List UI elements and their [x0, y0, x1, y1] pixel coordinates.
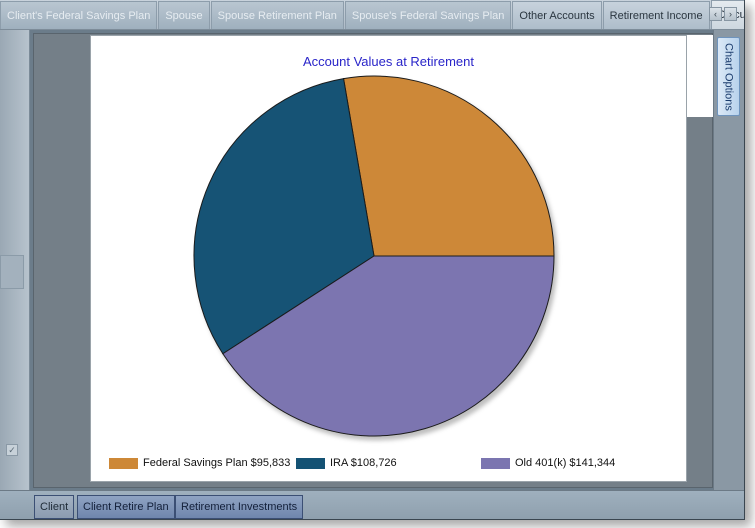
chart-options-tab[interactable]: Chart Options: [717, 37, 740, 116]
bottom-tab-client[interactable]: Client: [34, 495, 75, 519]
legend-swatch: [296, 457, 325, 469]
chart-legend: Federal Savings Plan $95,833 IRA $108,72…: [91, 454, 686, 472]
chevron-left-icon[interactable]: ‹: [709, 7, 722, 21]
legend-item-ira: IRA $108,726: [296, 454, 397, 472]
tab-retirement-income[interactable]: Retirement Income: [602, 1, 710, 29]
chart-panel: Account Values at Retirement Federal Sav…: [90, 35, 687, 482]
pie-chart: [193, 75, 555, 437]
bottom-tab-bar: Client Client Retire Plan Retirement Inv…: [0, 490, 744, 519]
pie-slice-old-401-k: [222, 255, 555, 437]
top-tab-bar: Client's Federal Savings Plan Spouse Spo…: [0, 0, 744, 30]
sidebar-panel-block: [0, 255, 24, 289]
tab-spouse[interactable]: Spouse: [158, 1, 210, 29]
tab-scroll-controls: ‹ ›: [709, 7, 737, 21]
chevron-right-icon[interactable]: ›: [724, 7, 737, 21]
left-sidebar: ✓: [0, 30, 30, 490]
tab-spouse-federal-savings-plan[interactable]: Spouse's Federal Savings Plan: [344, 1, 512, 29]
legend-item-old-401k: Old 401(k) $141,344: [481, 454, 615, 472]
app-window: Client's Federal Savings Plan Spouse Spo…: [0, 0, 745, 520]
pie-slice-federal-savings-plan: [342, 75, 555, 257]
checkbox[interactable]: ✓: [6, 444, 18, 456]
legend-item-federal-savings-plan: Federal Savings Plan $95,833: [109, 454, 290, 472]
panel-edge: [687, 35, 713, 117]
bottom-tab-client-retire-plan[interactable]: Client Retire Plan: [77, 495, 175, 519]
tab-spouse-retirement-plan[interactable]: Spouse Retirement Plan: [210, 1, 344, 29]
legend-swatch: [481, 457, 510, 469]
legend-label: Federal Savings Plan $95,833: [143, 457, 291, 469]
chart-title: Account Values at Retirement: [302, 54, 474, 69]
tab-client-federal-savings-plan[interactable]: Client's Federal Savings Plan: [0, 1, 158, 29]
legend-label: Old 401(k) $141,344: [515, 457, 616, 469]
legend-swatch: [109, 457, 138, 469]
tab-other-accounts[interactable]: Other Accounts: [512, 1, 602, 29]
chart-options-label: Chart Options: [722, 42, 735, 111]
bottom-tab-retirement-investments[interactable]: Retirement Investments: [175, 495, 304, 519]
legend-label: IRA $108,726: [330, 457, 397, 469]
